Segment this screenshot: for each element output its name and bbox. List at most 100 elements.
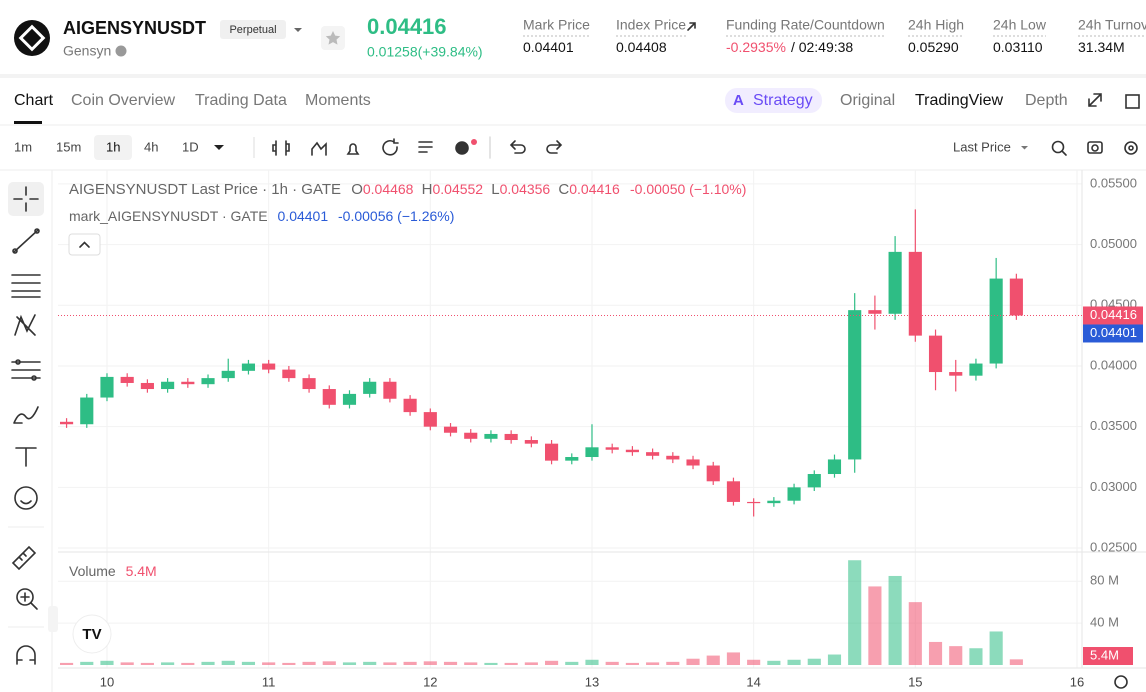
candle-body xyxy=(969,363,983,376)
volume-bar xyxy=(747,659,761,665)
last-price-label: 0.04416 xyxy=(1090,307,1137,322)
x-tick-label: 12 xyxy=(423,674,437,689)
tab[interactable]: Trading Data xyxy=(195,92,287,109)
volume-bar xyxy=(201,661,215,665)
view-tab[interactable]: Original xyxy=(840,92,895,109)
fullscreen-icon[interactable] xyxy=(1088,93,1102,107)
volume-bar xyxy=(868,586,882,665)
last-price-box xyxy=(1083,306,1143,325)
volume-bar xyxy=(545,660,559,665)
candle-body xyxy=(484,433,498,439)
candle-body xyxy=(605,447,619,450)
mark-legend: mark_AIGENSYNUSDT · GATE 0.04401 -0.0005… xyxy=(69,208,454,224)
interval[interactable]: 4h xyxy=(144,139,158,154)
interval[interactable]: 1m xyxy=(14,139,32,154)
star-icon xyxy=(325,31,341,45)
symbol-dropdown[interactable] xyxy=(294,28,302,32)
legend-h: 0.04552 xyxy=(432,181,483,197)
candle-body xyxy=(625,449,639,453)
candle-body xyxy=(807,474,821,488)
candle-body xyxy=(666,455,680,460)
volume-bar xyxy=(625,662,639,665)
volume-bar xyxy=(888,575,902,665)
candle-body xyxy=(706,465,720,482)
interval[interactable]: 1h xyxy=(106,139,120,154)
settings-icon[interactable] xyxy=(1114,675,1128,689)
interval[interactable]: 1D xyxy=(182,139,199,154)
view-tab[interactable]: Strategy xyxy=(753,92,813,109)
volume-bar xyxy=(140,662,154,665)
volume-bar xyxy=(827,654,842,665)
volume-bar xyxy=(423,661,437,665)
volume-bar xyxy=(443,661,458,665)
candle-body xyxy=(262,363,276,370)
volume-bar xyxy=(848,560,862,665)
legend-title: AIGENSYNUSDT Last Price · 1h · GATE xyxy=(69,181,341,198)
candle-body xyxy=(545,443,559,461)
candle-body xyxy=(363,381,377,394)
candle-body xyxy=(383,381,397,399)
view-tab[interactable]: Depth xyxy=(1025,92,1068,109)
candle-body xyxy=(120,376,134,383)
tab[interactable]: Chart xyxy=(14,92,54,109)
coin-logo-mark xyxy=(18,24,46,52)
toolbar-icons[interactable] xyxy=(272,136,1138,159)
volume-current-label: 5.4M xyxy=(1090,647,1119,662)
volume-bar xyxy=(181,662,195,665)
volume-bar xyxy=(322,661,336,665)
volume-bar xyxy=(60,662,74,665)
stat-value-text: 31.34M xyxy=(1078,39,1125,55)
legend-l-label: L xyxy=(491,181,499,198)
volume-bar xyxy=(989,631,1003,665)
legend-c: 0.04416 xyxy=(569,181,620,197)
candle-body xyxy=(322,389,336,405)
price-source-dropdown[interactable] xyxy=(1021,146,1028,150)
stat-value: 31.34M xyxy=(1078,39,1125,55)
volume-current-box xyxy=(1083,647,1133,665)
grid: 0.025000.030000.035000.040000.045000.050… xyxy=(58,170,1137,689)
volume-bar xyxy=(807,658,821,665)
stat-label: 24h Low xyxy=(993,17,1047,33)
symbol[interactable]: AIGENSYNUSDT xyxy=(63,18,206,38)
last-price: 0.04416 xyxy=(367,14,447,39)
volume-bar xyxy=(686,658,700,665)
interval-dropdown[interactable] xyxy=(214,145,224,150)
mark-change: -0.00056 (−1.26%) xyxy=(338,208,454,224)
legend-l: 0.04356 xyxy=(500,181,551,197)
interval[interactable]: 15m xyxy=(56,139,81,154)
coin-logo xyxy=(14,20,50,56)
candle-body xyxy=(928,335,943,373)
tabs: Chart Coin Overview Trading Data Moments xyxy=(14,92,371,109)
volume-tick-label: 40 M xyxy=(1090,615,1119,630)
price-source[interactable]: Last Price xyxy=(953,139,1011,154)
views: Strategy Original TradingView Depth A xyxy=(733,92,1068,109)
mark-price-label: 0.04401 xyxy=(1090,325,1137,340)
candle-body xyxy=(888,251,902,314)
legend-change: -0.00050 (−1.10%) xyxy=(630,181,746,197)
tv-logo-bg xyxy=(72,614,112,654)
candle-body xyxy=(403,398,417,413)
stat-value-text: -0.2935% xyxy=(726,39,786,55)
volume-bar xyxy=(565,661,579,665)
candle-body xyxy=(241,363,256,371)
candle-body xyxy=(80,397,94,425)
candle-body xyxy=(524,440,538,444)
candle-body xyxy=(201,378,215,385)
tab[interactable]: Coin Overview xyxy=(71,92,175,109)
x-tick-label: 10 xyxy=(100,674,114,689)
window-icon[interactable] xyxy=(1125,94,1140,109)
collapse-icon xyxy=(79,241,90,248)
y-tick-label: 0.05500 xyxy=(1090,175,1137,190)
legend-o: 0.04468 xyxy=(363,181,414,197)
drawing-tools[interactable] xyxy=(11,186,41,665)
collapse-legend[interactable] xyxy=(68,233,101,256)
tab[interactable]: Moments xyxy=(305,92,371,109)
stat-label: Index Price xyxy=(616,17,686,33)
sidebar-toggle[interactable] xyxy=(48,606,58,632)
view-tab[interactable]: TradingView xyxy=(915,92,1003,109)
volume-bar xyxy=(241,661,256,665)
volume-bar xyxy=(363,661,377,665)
candle-body xyxy=(140,382,154,390)
info-icon[interactable] xyxy=(115,45,127,57)
